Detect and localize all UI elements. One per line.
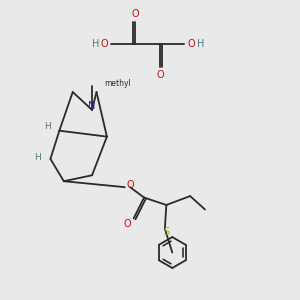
Text: methyl: methyl [104,79,131,88]
Text: O: O [124,219,131,229]
Text: O: O [188,40,195,50]
Text: H: H [92,40,99,50]
Text: N: N [88,101,96,111]
Text: O: O [157,70,164,80]
Text: H: H [44,122,51,131]
Text: H: H [197,40,204,50]
Text: S: S [163,227,170,237]
Text: H: H [34,153,40,162]
Text: O: O [131,9,139,19]
Text: O: O [100,40,108,50]
Text: O: O [126,180,134,190]
